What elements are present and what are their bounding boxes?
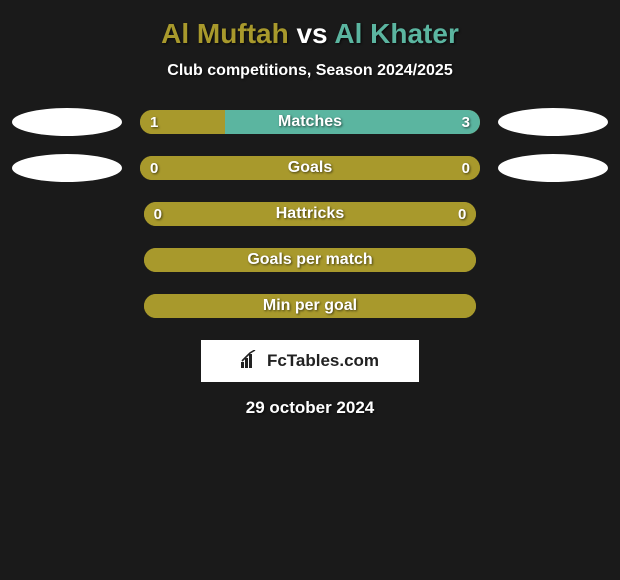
player2-badge — [498, 108, 608, 136]
stat-label: Goals — [140, 156, 480, 180]
title-player2: Al Khater — [334, 18, 458, 49]
spacer — [18, 292, 126, 320]
player1-badge — [12, 154, 122, 182]
spacer — [494, 200, 602, 228]
attribution-text: FcTables.com — [267, 351, 379, 371]
title-player1: Al Muftah — [161, 18, 289, 49]
stat-bar: Min per goal — [144, 294, 477, 318]
subtitle: Club competitions, Season 2024/2025 — [0, 62, 620, 80]
title-vs: vs — [296, 18, 327, 49]
stat-bar: 13Matches — [140, 110, 480, 134]
stat-bar: 00Hattricks — [144, 202, 477, 226]
stat-row: Min per goal — [0, 294, 620, 318]
stat-label: Hattricks — [144, 202, 477, 226]
stat-label: Min per goal — [144, 294, 477, 318]
spacer — [18, 200, 126, 228]
date-text: 29 october 2024 — [0, 398, 620, 418]
player1-badge — [12, 108, 122, 136]
stat-bar: Goals per match — [144, 248, 477, 272]
stat-bar: 00Goals — [140, 156, 480, 180]
player2-badge — [498, 154, 608, 182]
page-title: Al Muftah vs Al Khater — [0, 18, 620, 50]
stats-container: 13Matches 00Goals 00Hattricks Goals per mat… — [0, 110, 620, 318]
spacer — [18, 246, 126, 274]
stat-label: Matches — [140, 110, 480, 134]
attribution-box: FcTables.com — [201, 340, 419, 382]
chart-icon — [241, 350, 263, 373]
stat-row: 13Matches — [0, 110, 620, 134]
stat-row: 00Hattricks — [0, 202, 620, 226]
stat-row: 00Goals — [0, 156, 620, 180]
spacer — [494, 292, 602, 320]
comparison-card: Al Muftah vs Al Khater Club competitions… — [0, 0, 620, 418]
stat-label: Goals per match — [144, 248, 477, 272]
stat-row: Goals per match — [0, 248, 620, 272]
spacer — [494, 246, 602, 274]
